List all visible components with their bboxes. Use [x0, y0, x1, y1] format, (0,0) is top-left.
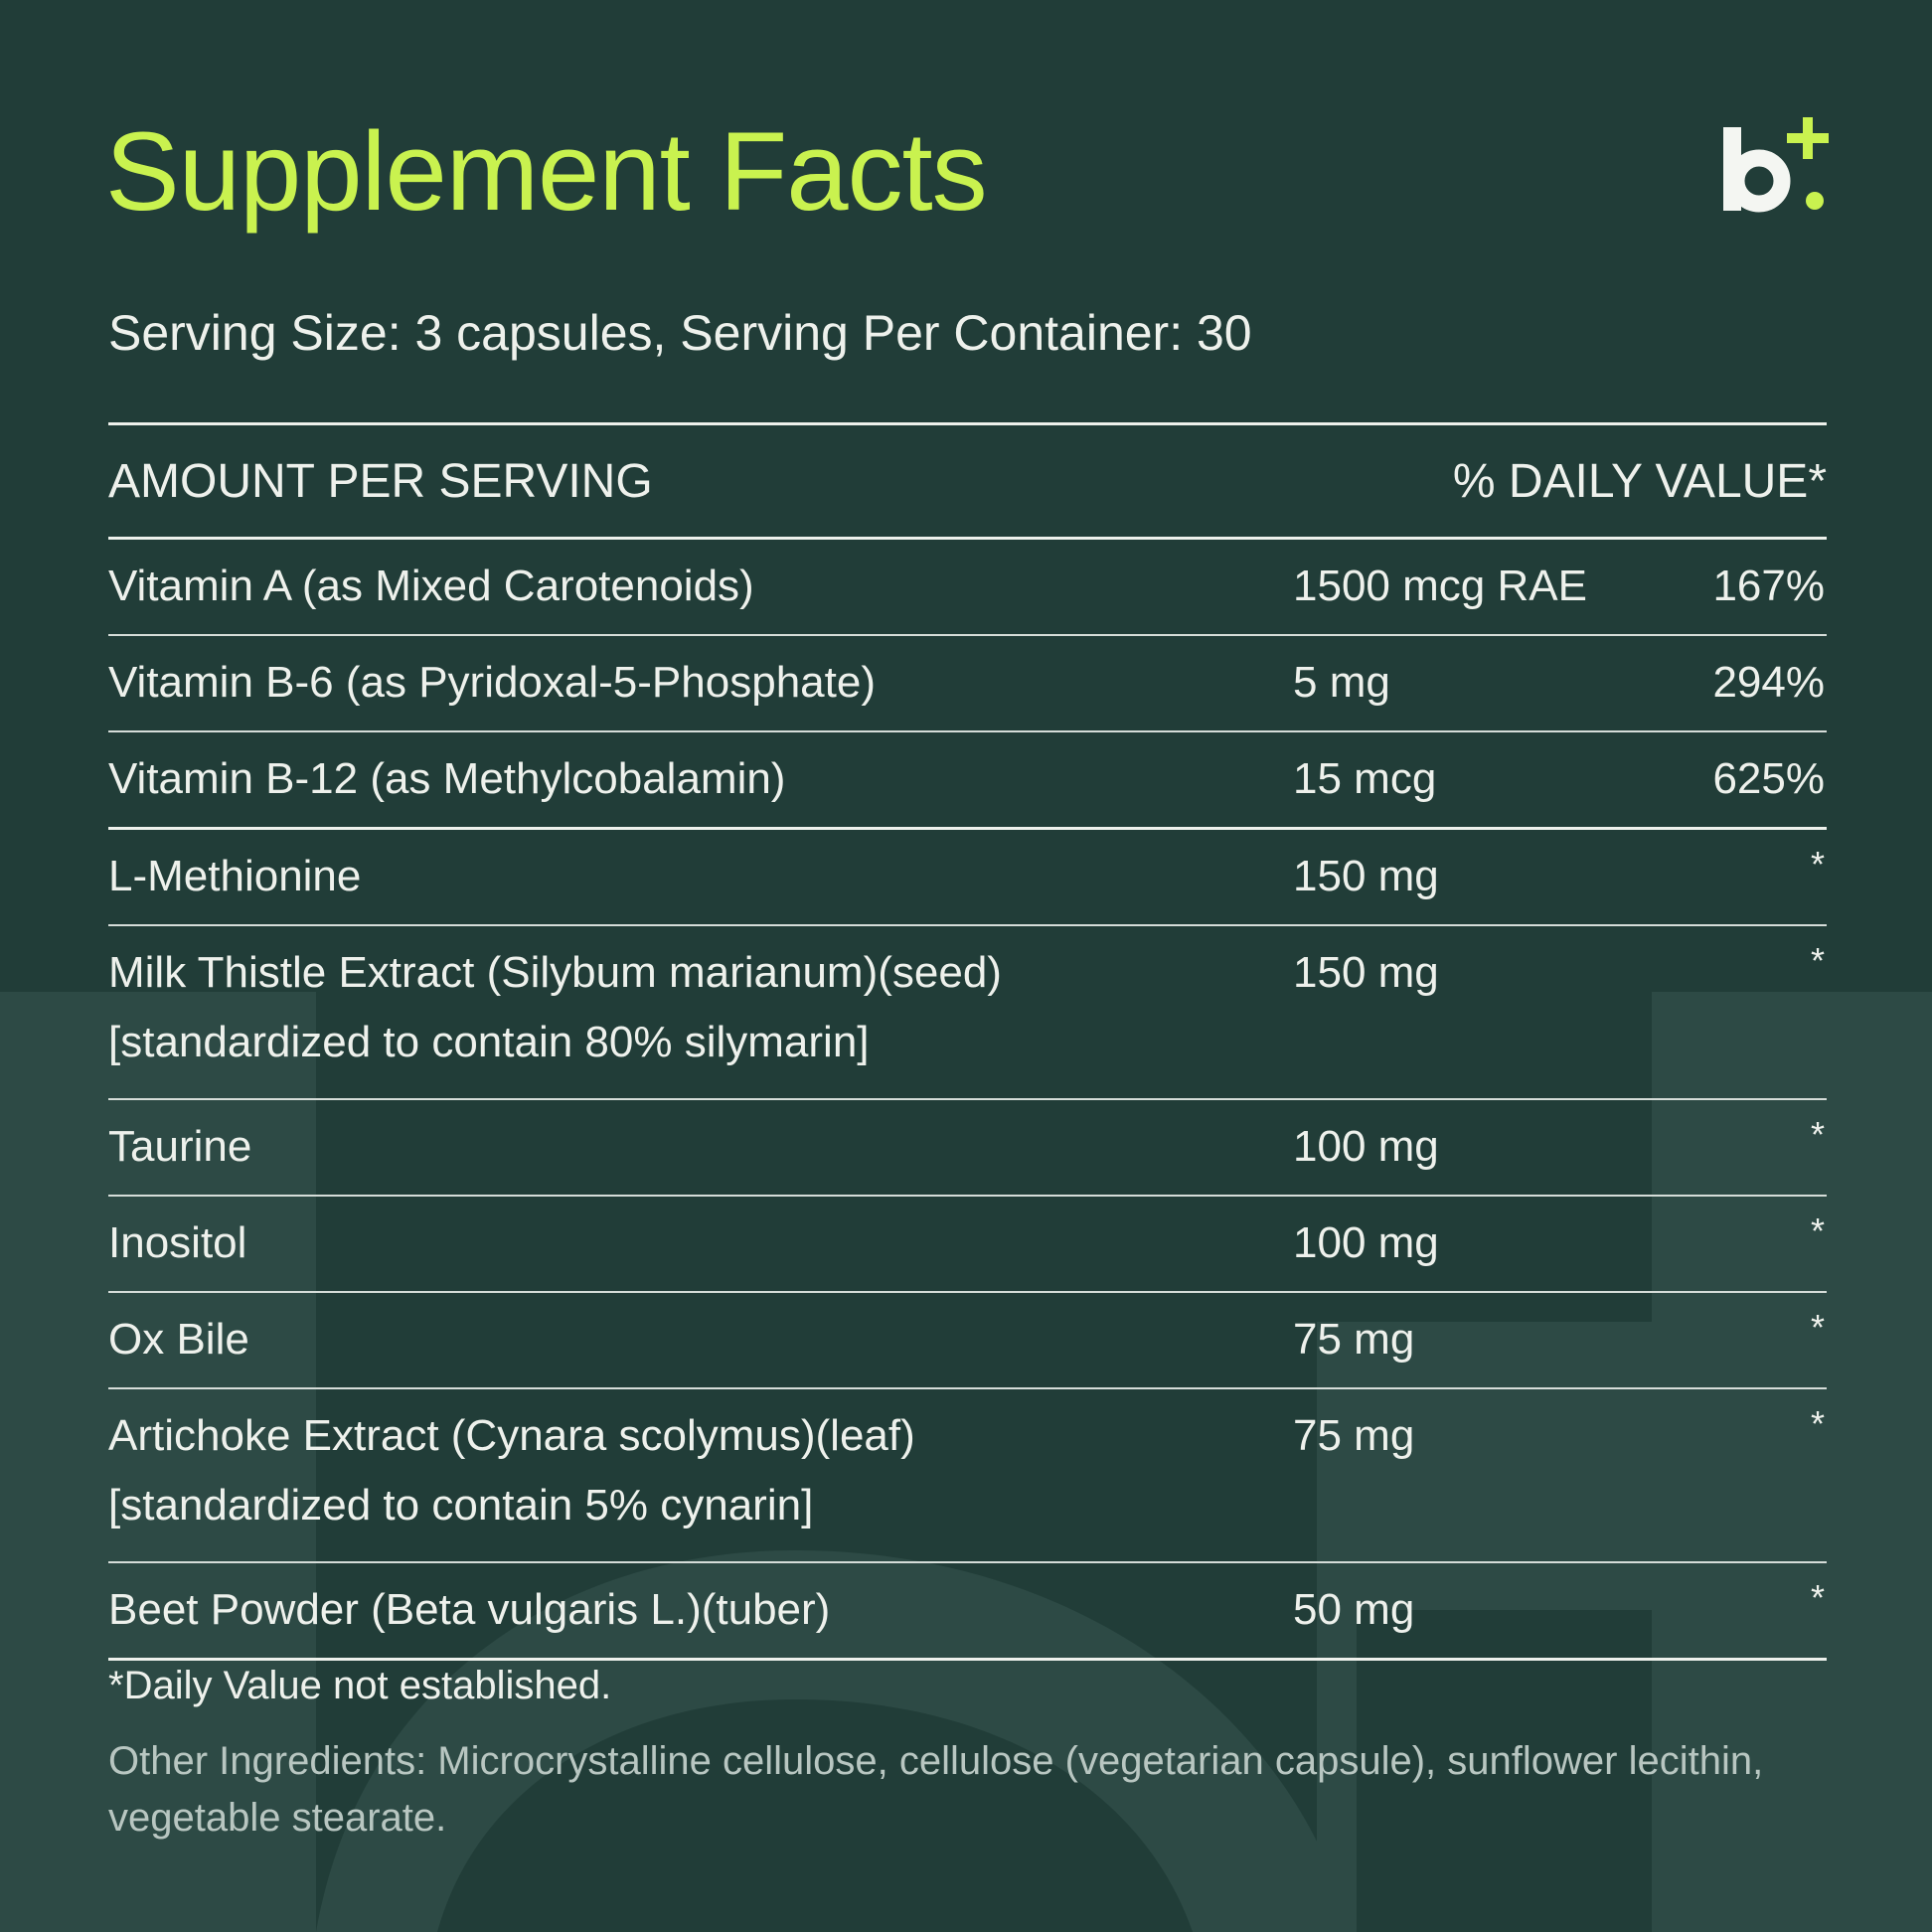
daily-value: *: [1810, 844, 1825, 885]
facts-table: AMOUNT PER SERVING % DAILY VALUE* Vitami…: [108, 422, 1827, 1661]
other-ingredients: Other Ingredients: Microcrystalline cell…: [108, 1739, 1764, 1840]
amount: 5 mg: [1293, 658, 1390, 707]
amount: 100 mg: [1293, 1122, 1439, 1171]
amount: 75 mg: [1293, 1411, 1415, 1460]
logo: [1723, 117, 1829, 213]
footnote: *Daily Value not established.: [108, 1664, 612, 1707]
ingredient-detail: [standardized to contain 5% cynarin]: [108, 1481, 814, 1530]
table-header: AMOUNT PER SERVING % DAILY VALUE*: [108, 422, 1827, 540]
daily-value: *: [1810, 1403, 1825, 1444]
ingredient-name: Vitamin B-12 (as Methylcobalamin): [108, 754, 786, 803]
table-row: Artichoke Extract (Cynara scolymus)(leaf…: [108, 1389, 1827, 1563]
ingredient-name: Vitamin A (as Mixed Carotenoids): [108, 562, 754, 610]
table-row: Vitamin B-12 (as Methylcobalamin) 15 mcg 6…: [108, 732, 1827, 830]
table-body: Vitamin A (as Mixed Carotenoids) 1500 mcg…: [108, 540, 1827, 1661]
amount: 1500 mcg RAE: [1293, 562, 1587, 610]
daily-value: *: [1810, 1577, 1825, 1618]
column-header: % DAILY VALUE*: [1452, 454, 1827, 508]
table-row: Milk Thistle Extract (Silybum marianum)(…: [108, 926, 1827, 1100]
ingredient-name: Inositol: [108, 1218, 247, 1267]
ingredient-name: L-Methionine: [108, 852, 362, 900]
amount: 15 mcg: [1293, 754, 1437, 803]
daily-value: 294%: [1712, 658, 1825, 707]
ingredient-name: Taurine: [108, 1122, 252, 1171]
amount: 50 mg: [1293, 1585, 1415, 1634]
table-row: Beet Powder (Beta vulgaris L.)(tuber) 50 …: [108, 1563, 1827, 1661]
serving-info: Serving Size: 3 capsules, Serving Per Co…: [108, 305, 1252, 361]
table-row: Ox Bile 75 mg *: [108, 1293, 1827, 1389]
ingredient-name: Ox Bile: [108, 1315, 249, 1364]
amount: 75 mg: [1293, 1315, 1415, 1364]
daily-value: 625%: [1712, 754, 1825, 803]
table-row: L-Methionine 150 mg *: [108, 830, 1827, 926]
ingredient-name: Milk Thistle Extract (Silybum marianum)(…: [108, 948, 1002, 997]
table-row: Taurine 100 mg *: [108, 1100, 1827, 1197]
ingredient-name: Beet Powder (Beta vulgaris L.)(tuber): [108, 1585, 831, 1634]
table-row: Vitamin A (as Mixed Carotenoids) 1500 mcg…: [108, 540, 1827, 636]
daily-value: 167%: [1712, 562, 1825, 610]
daily-value: *: [1810, 940, 1825, 981]
table-row: Vitamin B-6 (as Pyridoxal-5-Phosphate) 5 …: [108, 636, 1827, 732]
column-header: AMOUNT PER SERVING: [108, 454, 653, 508]
amount: 150 mg: [1293, 948, 1439, 997]
title: Supplement Facts: [105, 109, 988, 234]
ingredient-name: Vitamin B-6 (as Pyridoxal-5-Phosphate): [108, 658, 876, 707]
ingredient-detail: [standardized to contain 80% silymarin]: [108, 1018, 870, 1066]
amount: 150 mg: [1293, 852, 1439, 900]
daily-value: *: [1810, 1114, 1825, 1155]
daily-value: *: [1810, 1307, 1825, 1348]
daily-value: *: [1810, 1210, 1825, 1251]
table-row: Inositol 100 mg *: [108, 1197, 1827, 1293]
ingredient-name: Artichoke Extract (Cynara scolymus)(leaf…: [108, 1411, 915, 1460]
amount: 100 mg: [1293, 1218, 1439, 1267]
